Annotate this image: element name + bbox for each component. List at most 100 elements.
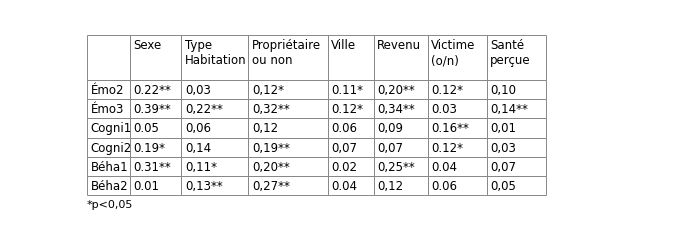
Text: Sexe: Sexe [134, 39, 162, 52]
Bar [248, 100, 327, 119]
Text: 0,11*: 0,11* [185, 160, 217, 173]
Bar [427, 138, 487, 157]
Bar [374, 80, 427, 100]
Text: 0,07: 0,07 [490, 160, 516, 173]
Text: Victime
(o/n): Victime (o/n) [431, 39, 476, 67]
Text: 0,12: 0,12 [377, 180, 404, 192]
Bar [374, 176, 427, 196]
Text: 0,34**: 0,34** [377, 103, 415, 116]
Bar [327, 80, 374, 100]
Bar [248, 138, 327, 157]
Bar [487, 119, 546, 138]
Text: 0,14**: 0,14** [490, 103, 529, 116]
Text: 0,03: 0,03 [185, 84, 211, 96]
Bar [87, 119, 130, 138]
Text: 0,03: 0,03 [490, 141, 516, 154]
Bar [248, 36, 327, 80]
Bar [374, 100, 427, 119]
Bar [248, 176, 327, 196]
Bar [181, 176, 248, 196]
Bar [87, 100, 130, 119]
Bar [87, 36, 130, 80]
Bar [130, 176, 181, 196]
Text: 0,12: 0,12 [252, 122, 278, 135]
Text: 0.39**: 0.39** [134, 103, 171, 116]
Text: 0.02: 0.02 [331, 160, 357, 173]
Bar [427, 80, 487, 100]
Text: 0,01: 0,01 [490, 122, 516, 135]
Bar [487, 176, 546, 196]
Bar [87, 157, 130, 176]
Text: Béha1: Béha1 [90, 160, 128, 173]
Text: 0.06: 0.06 [331, 122, 357, 135]
Bar [248, 157, 327, 176]
Bar [374, 138, 427, 157]
Text: Ville: Ville [331, 39, 356, 52]
Bar [181, 100, 248, 119]
Bar [374, 157, 427, 176]
Text: Propriétaire
ou non: Propriétaire ou non [252, 39, 321, 67]
Text: 0.22**: 0.22** [134, 84, 171, 96]
Text: 0.12*: 0.12* [331, 103, 363, 116]
Bar [327, 100, 374, 119]
Text: 0.31**: 0.31** [134, 160, 171, 173]
Bar [487, 138, 546, 157]
Text: 0.03: 0.03 [431, 103, 457, 116]
Bar [374, 36, 427, 80]
Text: 0,07: 0,07 [377, 141, 404, 154]
Text: Type
Habitation: Type Habitation [185, 39, 246, 67]
Bar [181, 36, 248, 80]
Bar [327, 119, 374, 138]
Text: 0,05: 0,05 [490, 180, 516, 192]
Bar [427, 176, 487, 196]
Text: 0,19**: 0,19** [252, 141, 290, 154]
Bar [181, 119, 248, 138]
Bar [181, 80, 248, 100]
Text: 0.01: 0.01 [134, 180, 159, 192]
Text: Santé
perçue: Santé perçue [490, 39, 531, 67]
Bar [487, 36, 546, 80]
Bar [487, 157, 546, 176]
Text: Revenu: Revenu [377, 39, 421, 52]
Text: Émo2: Émo2 [90, 84, 124, 96]
Text: 0.16**: 0.16** [431, 122, 469, 135]
Text: 0,13**: 0,13** [185, 180, 223, 192]
Text: 0,10: 0,10 [490, 84, 516, 96]
Text: 0.19*: 0.19* [134, 141, 165, 154]
Bar [87, 138, 130, 157]
Bar [427, 36, 487, 80]
Text: 0,07: 0,07 [331, 141, 357, 154]
Text: 0,27**: 0,27** [252, 180, 290, 192]
Bar [327, 36, 374, 80]
Bar [130, 119, 181, 138]
Text: 0.05: 0.05 [134, 122, 159, 135]
Bar [130, 138, 181, 157]
Text: 0,25**: 0,25** [377, 160, 415, 173]
Text: 0,06: 0,06 [185, 122, 211, 135]
Text: 0,09: 0,09 [377, 122, 404, 135]
Bar [87, 176, 130, 196]
Bar [130, 36, 181, 80]
Text: 0.06: 0.06 [431, 180, 457, 192]
Text: *p<0,05: *p<0,05 [87, 200, 134, 209]
Text: 0,14: 0,14 [185, 141, 211, 154]
Text: 0.12*: 0.12* [431, 84, 463, 96]
Text: 0,12*: 0,12* [252, 84, 284, 96]
Text: 0.11*: 0.11* [331, 84, 363, 96]
Bar [87, 80, 130, 100]
Bar [181, 138, 248, 157]
Text: 0.12*: 0.12* [431, 141, 463, 154]
Text: 0.04: 0.04 [331, 180, 357, 192]
Text: Émo3: Émo3 [90, 103, 124, 116]
Text: 0,20**: 0,20** [252, 160, 290, 173]
Bar [327, 157, 374, 176]
Bar [487, 100, 546, 119]
Bar [130, 100, 181, 119]
Bar [130, 157, 181, 176]
Bar [181, 157, 248, 176]
Bar [374, 119, 427, 138]
Text: Cogni1: Cogni1 [90, 122, 132, 135]
Text: 0,20**: 0,20** [377, 84, 415, 96]
Bar [487, 80, 546, 100]
Bar [427, 100, 487, 119]
